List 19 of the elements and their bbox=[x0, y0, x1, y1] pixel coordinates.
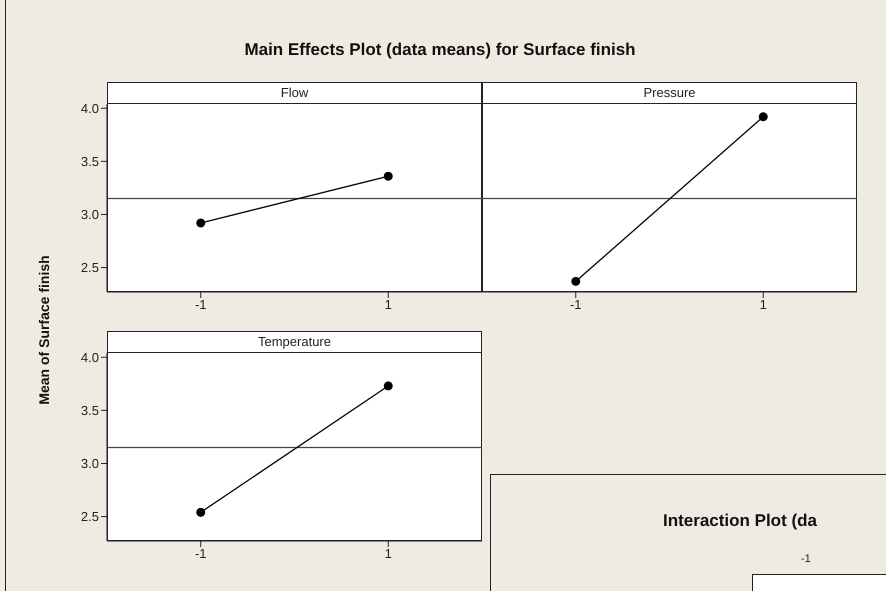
x-tick-label: -1 bbox=[194, 297, 207, 312]
x-tick-label: 1 bbox=[384, 546, 392, 562]
chart-subtitle: Pressure bbox=[482, 82, 857, 104]
y-tick-label: 2.5 bbox=[80, 509, 99, 524]
chart-subtitle: Temperature bbox=[107, 331, 482, 353]
y-tick-label: 3.5 bbox=[80, 402, 99, 418]
x-tick-label: 1 bbox=[384, 297, 392, 312]
y-tick-label: 3.0 bbox=[80, 456, 99, 472]
y-tick-label: 3.5 bbox=[80, 154, 99, 169]
text: Interaction Plot (da bbox=[663, 511, 817, 531]
chart-title: Main Effects Plot (data means) for Surface finish bbox=[243, 40, 637, 60]
y-tick-label: 2.5 bbox=[80, 260, 99, 276]
y-tick-label: 4.0 bbox=[80, 350, 99, 365]
x-tick-label: -1 bbox=[570, 297, 582, 312]
y-axis-title: Mean of Surface finish bbox=[36, 255, 52, 405]
x-tick-label: 1 bbox=[760, 297, 767, 312]
y-tick-label: 3.0 bbox=[80, 207, 99, 222]
chart-subtitle: Flow bbox=[107, 82, 482, 104]
y-tick-label: 4.0 bbox=[80, 100, 99, 116]
